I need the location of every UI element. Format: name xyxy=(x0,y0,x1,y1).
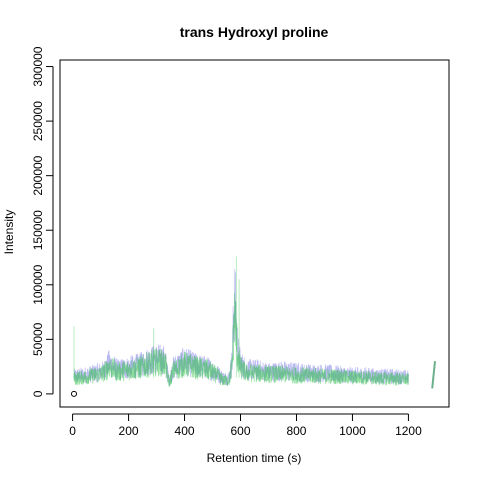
y-tick-label-5: 250000 xyxy=(31,101,45,141)
tail-segment xyxy=(431,361,437,389)
x-tick-label-2: 400 xyxy=(175,424,195,438)
x-tick-label-1: 200 xyxy=(119,424,139,438)
x-axis-label: Retention time (s) xyxy=(207,451,302,465)
y-axis: 0 50000 100000 150000 200000 250000 300000 xyxy=(31,46,54,397)
y-tick-label-0: 0 xyxy=(31,390,45,397)
y-tick-label-2: 100000 xyxy=(31,264,45,304)
x-axis: 0 200 400 600 800 1000 1200 xyxy=(69,413,422,438)
y-tick-label-6: 300000 xyxy=(31,46,45,86)
x-tick-label-5: 1000 xyxy=(339,424,366,438)
origin-marker xyxy=(70,390,77,397)
series-layer xyxy=(73,269,409,387)
peak-layer xyxy=(70,256,437,397)
x-tick-label-0: 0 xyxy=(69,424,76,438)
y-tick-label-1: 50000 xyxy=(31,322,45,356)
plot-frame xyxy=(59,59,450,408)
y-tick-label-4: 200000 xyxy=(31,155,45,195)
chart-title: trans Hydroxyl proline xyxy=(180,24,329,40)
series-line-1 xyxy=(73,292,409,387)
x-tick-label-3: 600 xyxy=(230,424,250,438)
x-tick-label-6: 1200 xyxy=(395,424,422,438)
y-tick-label-3: 150000 xyxy=(31,210,45,250)
y-axis-label: Intensity xyxy=(2,210,16,255)
x-tick-label-4: 800 xyxy=(286,424,306,438)
